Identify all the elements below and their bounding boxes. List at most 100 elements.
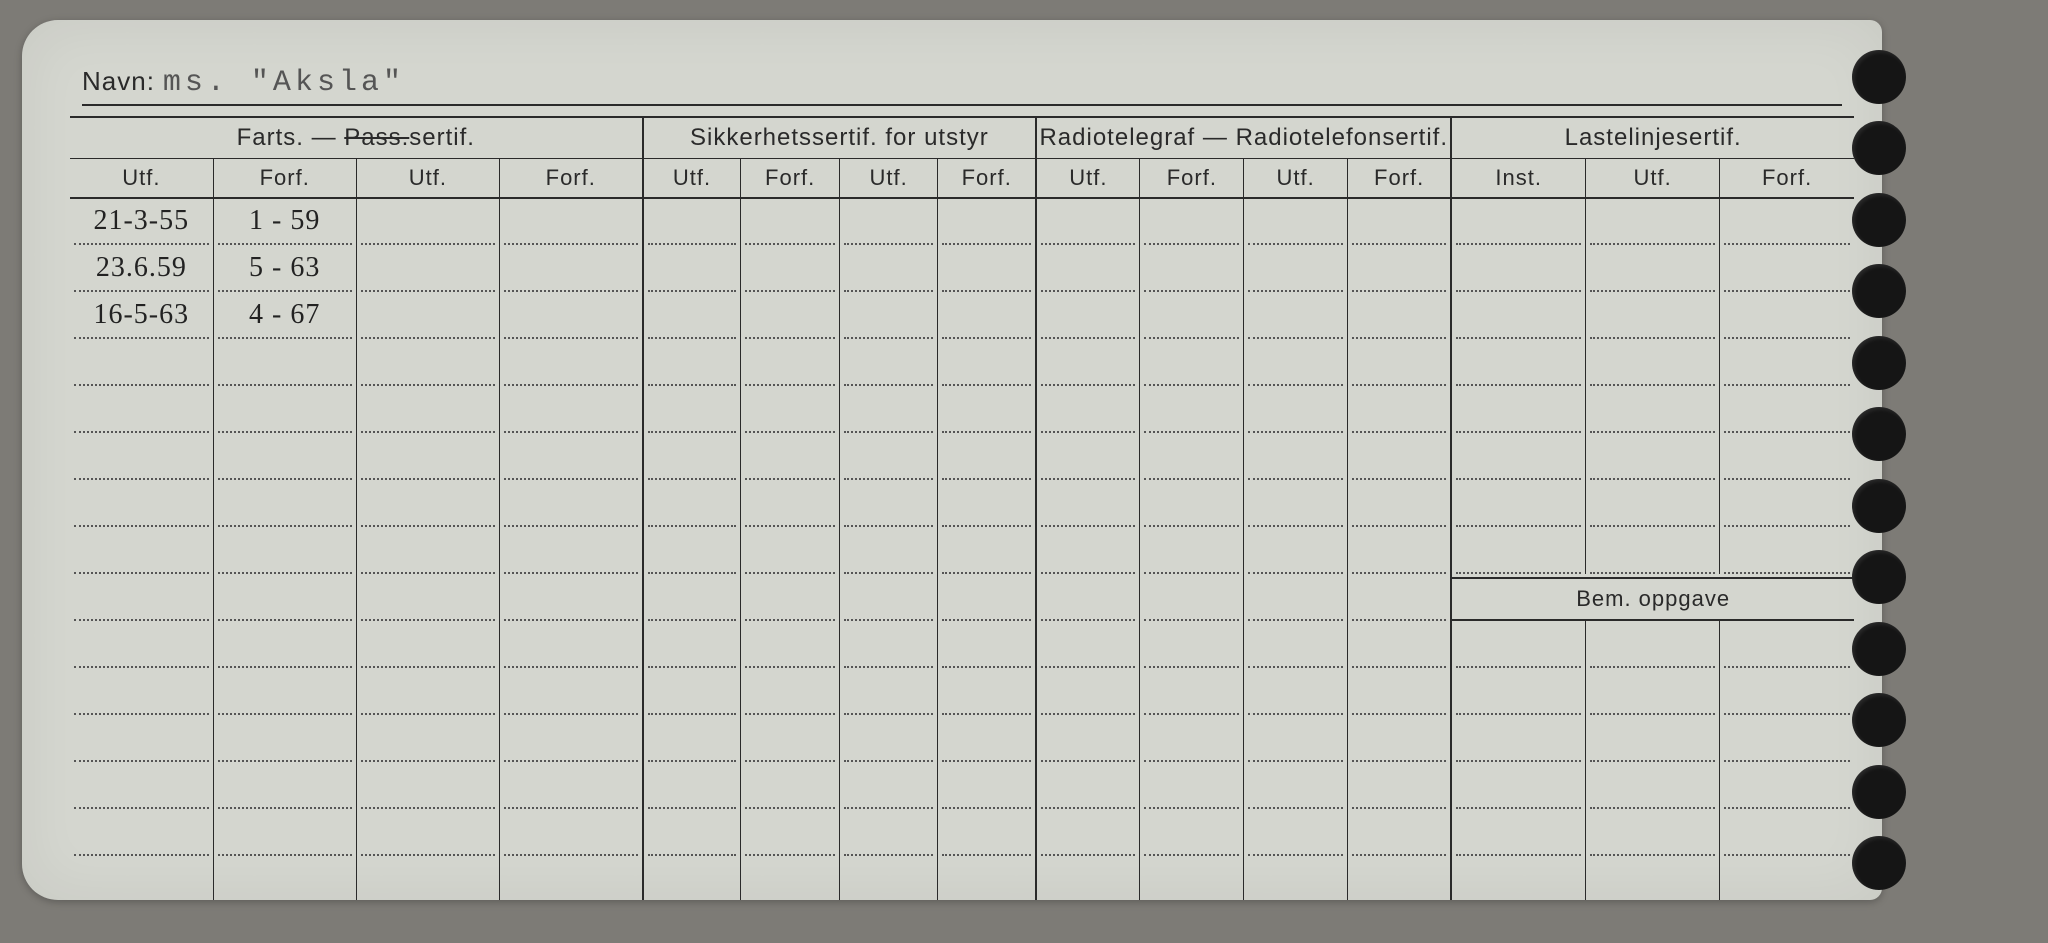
- cell: [499, 198, 642, 245]
- cell: [741, 245, 839, 292]
- cell: [1586, 715, 1720, 762]
- cell: 21-3-55: [70, 198, 213, 245]
- table-row: Bem. oppgave: [70, 574, 1854, 621]
- cell: [1036, 715, 1140, 762]
- cell: [1720, 198, 1854, 245]
- bem-oppgave-header: Bem. oppgave: [1451, 574, 1854, 621]
- cell: [1244, 433, 1348, 480]
- cell: [741, 809, 839, 856]
- table-row: [70, 480, 1854, 527]
- binder-hole: [1852, 550, 1906, 604]
- cell: [1036, 339, 1140, 386]
- cell: [938, 198, 1036, 245]
- binder-hole: [1852, 479, 1906, 533]
- cell: 4 - 67: [213, 292, 356, 339]
- cell: [356, 386, 499, 433]
- cell: [499, 762, 642, 809]
- cell: [356, 668, 499, 715]
- cell: [356, 762, 499, 809]
- cell: [1451, 245, 1585, 292]
- cell: [643, 292, 741, 339]
- cell: [1036, 668, 1140, 715]
- col-forf: Forf.: [741, 158, 839, 198]
- cell: [1036, 433, 1140, 480]
- cell: [1720, 809, 1854, 856]
- cell: [499, 668, 642, 715]
- col-forf: Forf.: [938, 158, 1036, 198]
- cell: [938, 668, 1036, 715]
- certificate-table: Farts. — Pass.sertif. Sikkerhetssertif. …: [70, 118, 1854, 900]
- index-card: Navn: ms. "Aksla" Farts. — Pass.sertif. …: [22, 20, 1882, 900]
- scan-frame: Navn: ms. "Aksla" Farts. — Pass.sertif. …: [0, 0, 1940, 910]
- cell: [938, 433, 1036, 480]
- cell: [1720, 386, 1854, 433]
- cell: [643, 762, 741, 809]
- cell: [1451, 668, 1585, 715]
- table-row: [70, 715, 1854, 762]
- cell: [213, 574, 356, 621]
- col-forf: Forf.: [213, 158, 356, 198]
- table-row: 16-5-634 - 67: [70, 292, 1854, 339]
- cell: [1348, 762, 1452, 809]
- cell: [213, 433, 356, 480]
- cell: [1140, 809, 1244, 856]
- cell: [1720, 715, 1854, 762]
- cell: [356, 433, 499, 480]
- cell: [839, 480, 937, 527]
- cell: [1036, 856, 1140, 900]
- cell: [1244, 856, 1348, 900]
- cell: [1244, 386, 1348, 433]
- cell: [213, 762, 356, 809]
- cell: [1244, 621, 1348, 668]
- cell: [1348, 715, 1452, 762]
- cell: [1720, 292, 1854, 339]
- cell: [499, 386, 642, 433]
- cell: [1348, 574, 1452, 621]
- cell: [1451, 386, 1585, 433]
- group-lastelinje: Lastelinjesertif.: [1451, 118, 1854, 158]
- cell: [839, 339, 937, 386]
- cell: [213, 715, 356, 762]
- cell: [1586, 339, 1720, 386]
- cell: [499, 809, 642, 856]
- cell: [1244, 574, 1348, 621]
- cell: [70, 621, 213, 668]
- cell: [1036, 480, 1140, 527]
- cell: [356, 292, 499, 339]
- table-row: [70, 621, 1854, 668]
- cell: [1244, 480, 1348, 527]
- binder-hole: [1852, 50, 1906, 104]
- cell: [741, 339, 839, 386]
- binder-holes: [1852, 50, 1906, 890]
- cell: [70, 574, 213, 621]
- cell: [1348, 480, 1452, 527]
- entry-utf: 16-5-63: [74, 292, 209, 339]
- cell: [70, 668, 213, 715]
- cell: [1720, 856, 1854, 900]
- cell: [839, 433, 937, 480]
- cell: [499, 480, 642, 527]
- cell: [1244, 527, 1348, 574]
- table-row: [70, 668, 1854, 715]
- table-row: [70, 386, 1854, 433]
- entry-utf: 21-3-55: [74, 199, 209, 245]
- cell: [356, 480, 499, 527]
- cell: [499, 621, 642, 668]
- cell: [938, 292, 1036, 339]
- cell: [1140, 621, 1244, 668]
- cell: [741, 856, 839, 900]
- cell: [839, 198, 937, 245]
- cell: [1244, 245, 1348, 292]
- table-row: [70, 809, 1854, 856]
- cell: [1244, 762, 1348, 809]
- cell: [499, 856, 642, 900]
- cell: [1586, 762, 1720, 809]
- cell: [1586, 809, 1720, 856]
- table-container: Farts. — Pass.sertif. Sikkerhetssertif. …: [70, 116, 1854, 882]
- cell: [1348, 386, 1452, 433]
- cell: [356, 621, 499, 668]
- cell: [499, 245, 642, 292]
- entry-forf: 4 - 67: [218, 292, 352, 339]
- cell: [643, 856, 741, 900]
- cell: [1586, 292, 1720, 339]
